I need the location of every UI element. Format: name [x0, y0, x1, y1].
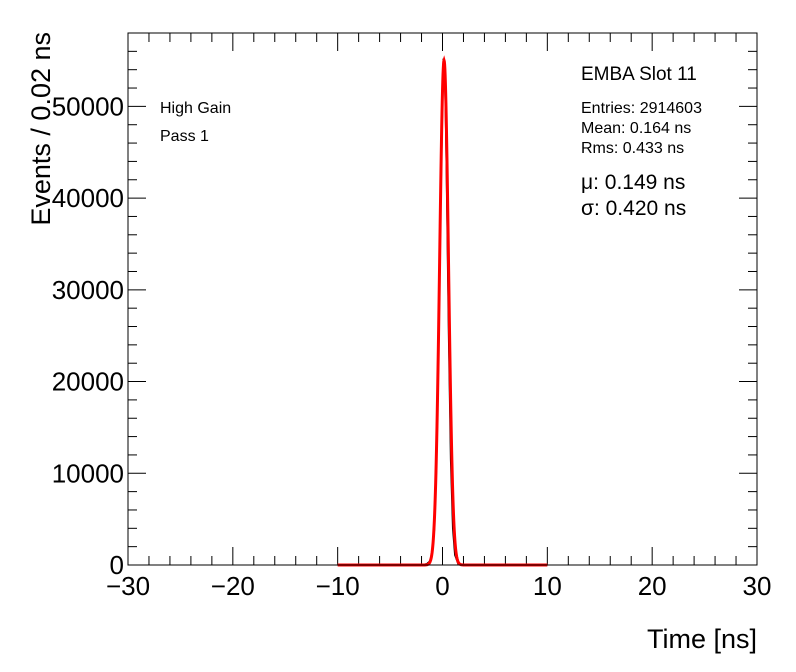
- x-tick-label: 0: [435, 571, 449, 601]
- y-axis-label: Events / 0.02 ns: [26, 32, 56, 226]
- annotation-gain: High Gain: [160, 100, 231, 117]
- fit-mu: μ: 0.149 ns: [581, 171, 685, 194]
- x-tick-label: 20: [638, 571, 667, 601]
- x-axis-label: Time [ns]: [647, 624, 757, 654]
- x-tick-label: 10: [533, 571, 562, 601]
- y-tick-label: 40000: [52, 183, 124, 213]
- x-tick-label: −20: [211, 571, 255, 601]
- axis-tick-labels: −30 −20 −10 0 10 20 30 0 10000 20000 30000 40000 500…: [52, 91, 772, 601]
- stats-entries: Entries: 2914603: [581, 100, 702, 117]
- stats-rms: Rms: 0.433 ns: [581, 140, 684, 157]
- x-tick-label: −30: [106, 571, 150, 601]
- annotation-pass: Pass 1: [160, 128, 209, 145]
- y-tick-label: 20000: [52, 367, 124, 397]
- y-tick-label: 0: [110, 550, 124, 580]
- y-tick-label: 10000: [52, 458, 124, 488]
- y-tick-label: 30000: [52, 275, 124, 305]
- fit-sigma: σ: 0.420 ns: [581, 197, 686, 220]
- x-tick-label: 30: [743, 571, 772, 601]
- y-tick-label: 50000: [52, 91, 124, 121]
- plot-frame: [127, 32, 758, 566]
- stats-title: EMBA Slot 11: [581, 64, 697, 85]
- stats-mean: Mean: 0.164 ns: [581, 120, 691, 137]
- x-tick-label: −10: [316, 571, 360, 601]
